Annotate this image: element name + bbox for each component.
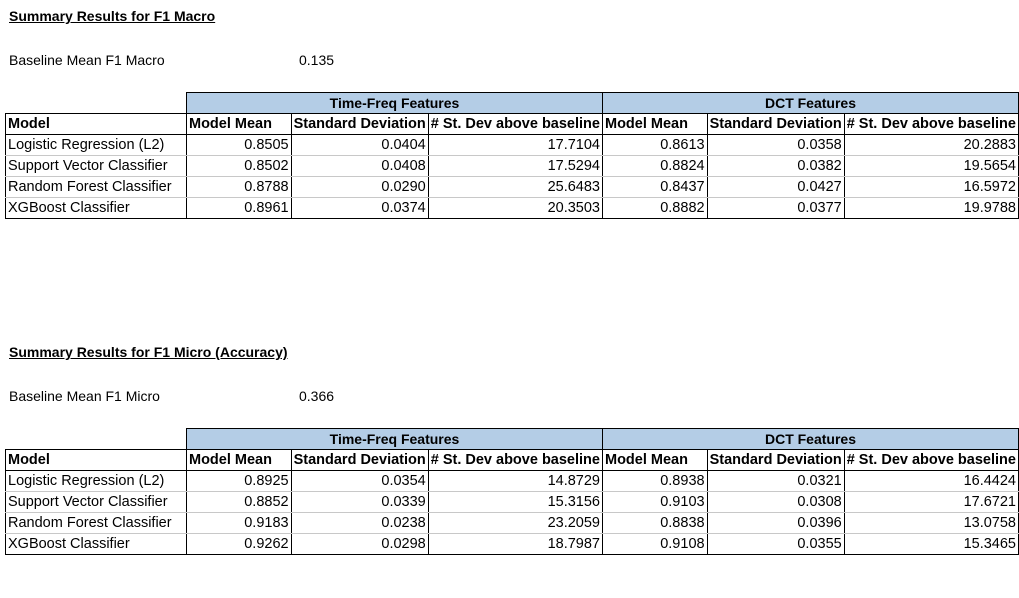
value-cell: 0.0374 [291,197,429,219]
value-cell: 0.8437 [602,176,708,198]
value-cell: 0.0298 [291,533,429,555]
column-header: # St. Dev above baseline [427,449,603,471]
group-header-row: Time-Freq Features DCT Features [6,92,1019,114]
value-cell: 0.8852 [186,491,292,513]
value-cell: 14.8729 [428,470,603,492]
value-cell: 0.0396 [707,512,845,534]
column-header: # St. Dev above baseline [843,449,1019,471]
section-title: Summary Results for F1 Micro (Accuracy) [9,344,288,360]
value-cell: 0.8938 [602,470,708,492]
value-cell: 15.3465 [844,533,1019,555]
value-cell: 0.8502 [186,155,292,177]
value-cell: 17.7104 [428,134,603,156]
blank-cell [6,93,187,114]
value-cell: 0.0354 [291,470,429,492]
column-header: Model Mean [601,449,708,471]
value-cell: 0.8613 [602,134,708,156]
group-header-time-freq: Time-Freq Features [186,428,603,450]
value-cell: 13.0758 [844,512,1019,534]
value-cell: 0.0339 [291,491,429,513]
table-row: XGBoost Classifier 0.8961 0.0374 20.3503… [5,197,1019,219]
value-cell: 23.2059 [428,512,603,534]
value-cell: 16.5972 [844,176,1019,198]
value-cell: 18.7987 [428,533,603,555]
section-f1-micro: Summary Results for F1 Micro (Accuracy) … [0,344,1019,594]
value-cell: 0.0377 [707,197,845,219]
column-header: Model [5,449,187,471]
table-row: Support Vector Classifier 0.8502 0.0408 … [5,155,1019,177]
column-header: Model [5,113,187,135]
model-name-cell: Random Forest Classifier [5,512,187,534]
value-cell: 0.0404 [291,134,429,156]
table-row: Logistic Regression (L2) 0.8925 0.0354 1… [5,470,1019,492]
section-title: Summary Results for F1 Macro [9,8,216,24]
value-cell: 0.8505 [186,134,292,156]
table-row: Random Forest Classifier 0.8788 0.0290 2… [5,176,1019,198]
value-cell: 0.8824 [602,155,708,177]
column-header: Standard Deviation [706,449,845,471]
column-header: # St. Dev above baseline [427,113,603,135]
results-table: Time-Freq Features DCT Features Model Mo… [5,92,1019,219]
table-row: Logistic Regression (L2) 0.8505 0.0404 1… [5,134,1019,156]
baseline-value: 0.366 [299,388,335,404]
column-header: Model Mean [601,113,708,135]
table-row: Random Forest Classifier 0.9183 0.0238 2… [5,512,1019,534]
value-cell: 19.5654 [844,155,1019,177]
model-name-cell: Logistic Regression (L2) [5,470,187,492]
baseline-value: 0.135 [299,52,335,68]
group-header-dct: DCT Features [601,428,1019,450]
column-header-row: Model Model Mean Standard Deviation # St… [5,449,1019,471]
results-table: Time-Freq Features DCT Features Model Mo… [5,428,1019,555]
column-header-row: Model Model Mean Standard Deviation # St… [5,113,1019,135]
column-header: Model Mean [186,113,292,135]
table-row: Support Vector Classifier 0.8852 0.0339 … [5,491,1019,513]
value-cell: 0.8961 [186,197,292,219]
column-header: Model Mean [186,449,292,471]
value-cell: 0.0382 [707,155,845,177]
value-cell: 0.0308 [707,491,845,513]
value-cell: 0.9183 [186,512,292,534]
column-header: Standard Deviation [290,113,429,135]
value-cell: 15.3156 [428,491,603,513]
value-cell: 20.3503 [428,197,603,219]
baseline-label: Baseline Mean F1 Micro [9,388,160,404]
value-cell: 16.4424 [844,470,1019,492]
baseline-label: Baseline Mean F1 Macro [9,52,165,68]
section-f1-macro: Summary Results for F1 Macro Baseline Me… [0,8,1019,258]
value-cell: 0.8838 [602,512,708,534]
value-cell: 0.8882 [602,197,708,219]
model-name-cell: Support Vector Classifier [5,491,187,513]
model-name-cell: Support Vector Classifier [5,155,187,177]
value-cell: 19.9788 [844,197,1019,219]
column-header: # St. Dev above baseline [843,113,1019,135]
value-cell: 0.0355 [707,533,845,555]
value-cell: 0.0408 [291,155,429,177]
value-cell: 0.0290 [291,176,429,198]
model-name-cell: XGBoost Classifier [5,197,187,219]
value-cell: 0.9262 [186,533,292,555]
model-name-cell: Logistic Regression (L2) [5,134,187,156]
value-cell: 17.5294 [428,155,603,177]
value-cell: 0.8788 [186,176,292,198]
column-header: Standard Deviation [290,449,429,471]
group-header-time-freq: Time-Freq Features [186,92,603,114]
value-cell: 17.6721 [844,491,1019,513]
column-header: Standard Deviation [706,113,845,135]
value-cell: 0.0321 [707,470,845,492]
value-cell: 20.2883 [844,134,1019,156]
model-name-cell: XGBoost Classifier [5,533,187,555]
value-cell: 25.6483 [428,176,603,198]
group-header-dct: DCT Features [601,92,1019,114]
value-cell: 0.0358 [707,134,845,156]
value-cell: 0.0427 [707,176,845,198]
blank-cell [6,429,187,450]
value-cell: 0.0238 [291,512,429,534]
value-cell: 0.9103 [602,491,708,513]
model-name-cell: Random Forest Classifier [5,176,187,198]
value-cell: 0.8925 [186,470,292,492]
group-header-row: Time-Freq Features DCT Features [6,428,1019,450]
table-row: XGBoost Classifier 0.9262 0.0298 18.7987… [5,533,1019,555]
value-cell: 0.9108 [602,533,708,555]
